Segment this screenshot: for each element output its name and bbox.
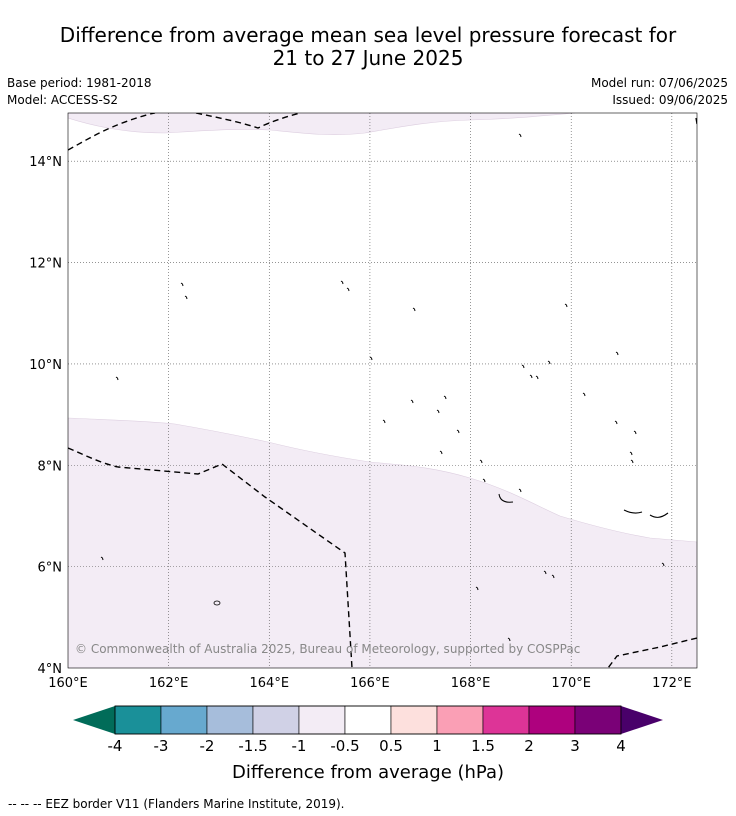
model-run: Model run: 07/06/2025 xyxy=(590,76,728,90)
island xyxy=(184,295,188,300)
copyright-notice: © Commonwealth of Australia 2025, Bureau… xyxy=(75,642,580,656)
island xyxy=(615,351,619,356)
lat-label: 14°N xyxy=(29,155,62,170)
colorbar-swatch xyxy=(344,705,392,735)
lon-label: 166°E xyxy=(350,676,390,691)
island xyxy=(100,556,104,561)
colorbar-tick-label: 0.5 xyxy=(379,737,403,755)
island xyxy=(340,280,344,285)
island xyxy=(443,395,447,400)
model-name: Model: ACCESS-S2 xyxy=(7,93,119,107)
atoll-outline xyxy=(649,512,669,518)
colorbar-frame xyxy=(114,705,622,735)
colorbar-swatch xyxy=(160,705,208,735)
colorbar: -4 -3 -2 -1.5 -1 -0.5 0.5 1 1.5 2 3 4 Difference fr… xyxy=(73,705,663,783)
island xyxy=(629,451,633,456)
island xyxy=(369,356,373,361)
colorbar-tick-label: 1.5 xyxy=(471,737,495,755)
island xyxy=(518,488,522,493)
colorbar-tick-label: -1.5 xyxy=(238,737,267,755)
colorbar-under-arrow xyxy=(73,706,115,734)
anomaly-region-north xyxy=(68,113,576,135)
eez-border-north xyxy=(68,113,301,151)
eez-legend: -- -- -- EEZ border V11 (Flanders Marine… xyxy=(8,797,345,811)
map-title-line1: Difference from average mean sea level p… xyxy=(59,23,677,47)
colorbar-tick-label: 4 xyxy=(616,737,626,755)
lon-label: 168°E xyxy=(451,676,491,691)
colorbar-tick-label: -1 xyxy=(292,737,307,755)
map-title-line2: 21 to 27 June 2025 xyxy=(272,46,464,70)
colorbar-swatch xyxy=(574,705,622,735)
island xyxy=(521,364,525,369)
map-frame xyxy=(67,112,698,669)
atoll-outline xyxy=(623,509,643,514)
island xyxy=(630,459,634,464)
island xyxy=(529,374,533,379)
atoll-outline xyxy=(213,600,221,606)
island xyxy=(475,586,479,591)
colorbar-tick-label: -2 xyxy=(200,737,215,755)
island xyxy=(382,419,386,424)
island xyxy=(582,392,586,397)
island xyxy=(410,399,414,404)
colorbar-tick-label: 3 xyxy=(570,737,580,755)
longitude-labels: 160°E 162°E 164°E 166°E 168°E 170°E 172°E xyxy=(48,676,691,691)
lat-label: 10°N xyxy=(29,358,62,373)
colorbar-swatch xyxy=(482,705,530,735)
atoll-outline xyxy=(498,493,514,503)
lon-label: 160°E xyxy=(48,676,88,691)
island xyxy=(547,360,551,365)
latitude-labels: 14°N 12°N 10°N 8°N 6°N 4°N xyxy=(29,155,62,677)
issued-date: Issued: 09/06/2025 xyxy=(612,93,728,107)
island xyxy=(507,637,511,642)
island xyxy=(661,562,665,567)
island xyxy=(518,133,522,138)
colorbar-tick-label: 2 xyxy=(524,737,534,755)
colorbar-swatch xyxy=(206,705,254,735)
lon-label: 164°E xyxy=(250,676,290,691)
lat-label: 4°N xyxy=(38,662,63,677)
colorbar-swatch xyxy=(390,705,438,735)
island xyxy=(479,459,483,464)
island xyxy=(412,307,416,312)
map-gridlines xyxy=(68,113,697,668)
lat-label: 8°N xyxy=(38,459,63,474)
colorbar-swatch xyxy=(252,705,300,735)
island xyxy=(456,429,460,434)
colorbar-label: Difference from average (hPa) xyxy=(232,762,504,783)
lon-label: 172°E xyxy=(652,676,692,691)
base-period: Base period: 1981-2018 xyxy=(7,76,152,90)
island xyxy=(482,478,486,483)
colorbar-tick-label: 1 xyxy=(432,737,442,755)
island xyxy=(439,450,443,455)
island xyxy=(180,282,184,287)
eez-border-marshall-west xyxy=(68,447,353,668)
island xyxy=(535,375,539,380)
colorbar-over-arrow xyxy=(621,706,663,734)
map-panel: © Commonwealth of Australia 2025, Bureau… xyxy=(67,112,698,669)
island xyxy=(436,409,440,414)
colorbar-tick-label: -0.5 xyxy=(330,737,359,755)
colorbar-swatch xyxy=(114,705,162,735)
colorbar-swatch xyxy=(298,705,346,735)
island xyxy=(346,287,350,292)
eez-border-southeast xyxy=(607,637,697,668)
lon-label: 162°E xyxy=(149,676,189,691)
island xyxy=(614,420,618,425)
colorbar-swatch xyxy=(528,705,576,735)
colorbar-tick-label: -3 xyxy=(154,737,169,755)
island xyxy=(564,303,568,308)
colorbar-swatch xyxy=(436,705,484,735)
lat-label: 6°N xyxy=(38,561,63,576)
anomaly-region-south xyxy=(68,417,697,668)
lon-label: 170°E xyxy=(551,676,591,691)
island xyxy=(633,430,637,435)
lat-label: 12°N xyxy=(29,257,62,272)
island xyxy=(543,570,547,575)
island-markers xyxy=(100,133,669,642)
colorbar-tick-label: -4 xyxy=(108,737,123,755)
island xyxy=(551,574,555,579)
island xyxy=(115,376,119,381)
